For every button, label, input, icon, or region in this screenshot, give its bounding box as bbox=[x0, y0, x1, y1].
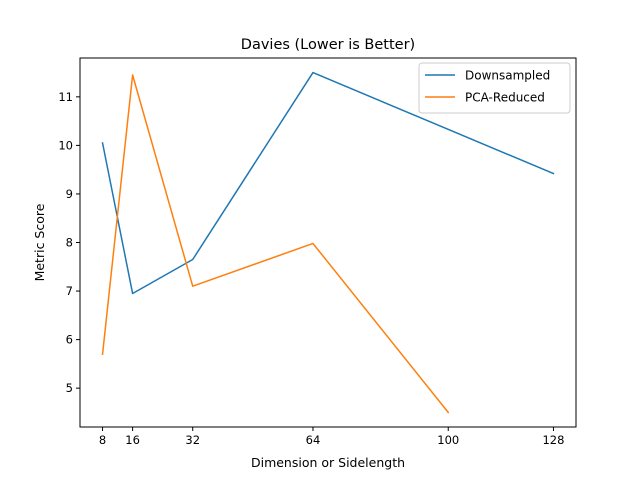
y-tick-label: 5 bbox=[66, 381, 73, 395]
y-axis-ticks: 5 6 7 8 9 10 11 bbox=[58, 90, 80, 395]
y-tick-label: 9 bbox=[66, 187, 73, 201]
x-tick-label: 32 bbox=[185, 433, 200, 447]
x-axis-ticks: 8 16 32 64 100 128 bbox=[99, 427, 564, 447]
series-line-1 bbox=[101, 71, 555, 295]
x-axis-label: Dimension or Sidelength bbox=[251, 455, 405, 470]
y-tick-label: 6 bbox=[66, 333, 73, 347]
series-line-2 bbox=[101, 74, 450, 414]
chart-title: Davies (Lower is Better) bbox=[241, 37, 415, 53]
legend-label-1: Downsampled bbox=[465, 69, 550, 83]
x-tick-label: 128 bbox=[542, 433, 564, 447]
y-tick-label: 8 bbox=[66, 236, 73, 250]
x-tick-label: 8 bbox=[99, 433, 106, 447]
y-tick-label: 7 bbox=[66, 284, 73, 298]
legend-label-2: PCA-Reduced bbox=[465, 91, 545, 105]
y-tick-label: 10 bbox=[58, 138, 73, 152]
y-axis-label: Metric Score bbox=[32, 203, 47, 281]
x-tick-label: 64 bbox=[306, 433, 321, 447]
y-tick-label: 11 bbox=[58, 90, 73, 104]
legend-box bbox=[418, 62, 571, 114]
x-tick-label: 100 bbox=[437, 433, 459, 447]
legend: Downsampled PCA-Reduced bbox=[418, 62, 571, 114]
plot-lines bbox=[101, 71, 555, 414]
x-tick-label: 16 bbox=[125, 433, 140, 447]
